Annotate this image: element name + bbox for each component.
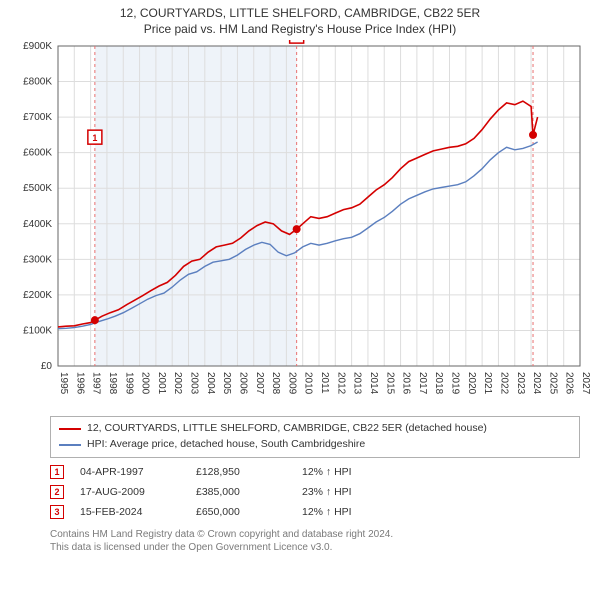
sale-row-delta: 23% ↑ HPI (302, 486, 352, 498)
x-tick-label: 2024 (531, 372, 542, 395)
x-tick-label: 2003 (189, 372, 200, 395)
x-tick-label: 2020 (466, 372, 477, 395)
sale-row-delta: 12% ↑ HPI (302, 466, 352, 478)
x-tick-label: 2008 (270, 372, 281, 395)
x-tick-label: 1995 (58, 372, 69, 395)
x-tick-label: 2012 (335, 372, 346, 395)
y-tick-label: £200K (23, 290, 52, 301)
footer-note: Contains HM Land Registry data © Crown c… (50, 528, 580, 555)
sale-marker-number: 1 (92, 133, 97, 143)
sale-marker-number: 2 (294, 40, 299, 42)
title-line-1: 12, COURTYARDS, LITTLE SHELFORD, CAMBRID… (0, 6, 600, 20)
title-block: 12, COURTYARDS, LITTLE SHELFORD, CAMBRID… (0, 0, 600, 40)
x-tick-label: 1996 (74, 372, 85, 395)
x-tick-label: 2002 (172, 372, 183, 395)
sale-row-price: £650,000 (196, 506, 286, 518)
sale-row-price: £128,950 (196, 466, 286, 478)
x-tick-label: 2015 (384, 372, 395, 395)
x-tick-label: 2026 (564, 372, 575, 395)
x-tick-label: 2017 (417, 372, 428, 395)
legend-label: 12, COURTYARDS, LITTLE SHELFORD, CAMBRID… (87, 421, 487, 437)
title-line-2: Price paid vs. HM Land Registry's House … (0, 22, 600, 36)
shaded-band (95, 46, 297, 366)
legend: 12, COURTYARDS, LITTLE SHELFORD, CAMBRID… (50, 416, 580, 458)
sale-row-marker: 3 (50, 505, 64, 519)
x-tick-label: 2007 (254, 372, 265, 395)
chart-svg: £0 £100K £200K £300K £400K £500K £600K £700K £80… (10, 40, 590, 410)
footer-line-2: This data is licensed under the Open Gov… (50, 541, 580, 555)
sales-list: 1 04-APR-1997 £128,950 12% ↑ HPI 2 17-AUG-200… (50, 462, 580, 522)
y-tick-label: £600K (23, 148, 52, 159)
y-tick-label: £400K (23, 219, 52, 230)
sale-marker-dot (293, 225, 301, 233)
x-tick-label: 2025 (547, 372, 558, 395)
x-tick-label: 2027 (580, 372, 590, 395)
y-tick-label: £900K (23, 41, 52, 52)
sale-row-price: £385,000 (196, 486, 286, 498)
x-tick-label: 2006 (237, 372, 248, 395)
y-tick-label: £500K (23, 183, 52, 194)
x-tick-label: 2011 (319, 372, 330, 394)
x-tick-label: 2022 (498, 372, 509, 395)
legend-row: 12, COURTYARDS, LITTLE SHELFORD, CAMBRID… (59, 421, 571, 437)
sale-row-date: 04-APR-1997 (80, 466, 180, 478)
x-tick-label: 2005 (221, 372, 232, 395)
sale-row: 3 15-FEB-2024 £650,000 12% ↑ HPI (50, 502, 580, 522)
y-tick-label: £100K (23, 325, 52, 336)
x-tick-label: 2010 (303, 372, 314, 395)
x-tick-label: 1999 (123, 372, 134, 395)
chart: £0 £100K £200K £300K £400K £500K £600K £700K £80… (10, 40, 590, 410)
x-tick-label: 2019 (450, 372, 461, 395)
sale-row-delta: 12% ↑ HPI (302, 506, 352, 518)
legend-swatch (59, 444, 81, 446)
x-tick-label: 2004 (205, 372, 216, 395)
y-tick-label: £800K (23, 77, 52, 88)
sale-row-marker: 2 (50, 485, 64, 499)
legend-row: HPI: Average price, detached house, Sout… (59, 437, 571, 453)
y-tick-label: £0 (41, 361, 53, 372)
x-tick-label: 2000 (140, 372, 151, 395)
legend-label: HPI: Average price, detached house, Sout… (87, 437, 365, 453)
sale-row: 2 17-AUG-2009 £385,000 23% ↑ HPI (50, 482, 580, 502)
x-tick-label: 1998 (107, 372, 118, 395)
x-tick-label: 2016 (401, 372, 412, 395)
legend-swatch (59, 428, 81, 430)
sale-row: 1 04-APR-1997 £128,950 12% ↑ HPI (50, 462, 580, 482)
sale-row-date: 15-FEB-2024 (80, 506, 180, 518)
x-tick-label: 2021 (482, 372, 493, 395)
sale-row-date: 17-AUG-2009 (80, 486, 180, 498)
y-tick-label: £300K (23, 254, 52, 265)
x-tick-label: 2023 (515, 372, 526, 395)
x-tick-label: 2001 (156, 372, 167, 395)
sale-row-marker: 1 (50, 465, 64, 479)
x-tick-label: 2014 (368, 372, 379, 395)
y-tick-label: £700K (23, 112, 52, 123)
x-tick-label: 2009 (286, 372, 297, 395)
sale-marker-dot (529, 131, 537, 139)
footer-line-1: Contains HM Land Registry data © Crown c… (50, 528, 580, 542)
x-tick-label: 2013 (352, 372, 363, 395)
sale-marker-dot (91, 316, 99, 324)
x-tick-label: 2018 (433, 372, 444, 395)
x-tick-label: 1997 (91, 372, 102, 395)
